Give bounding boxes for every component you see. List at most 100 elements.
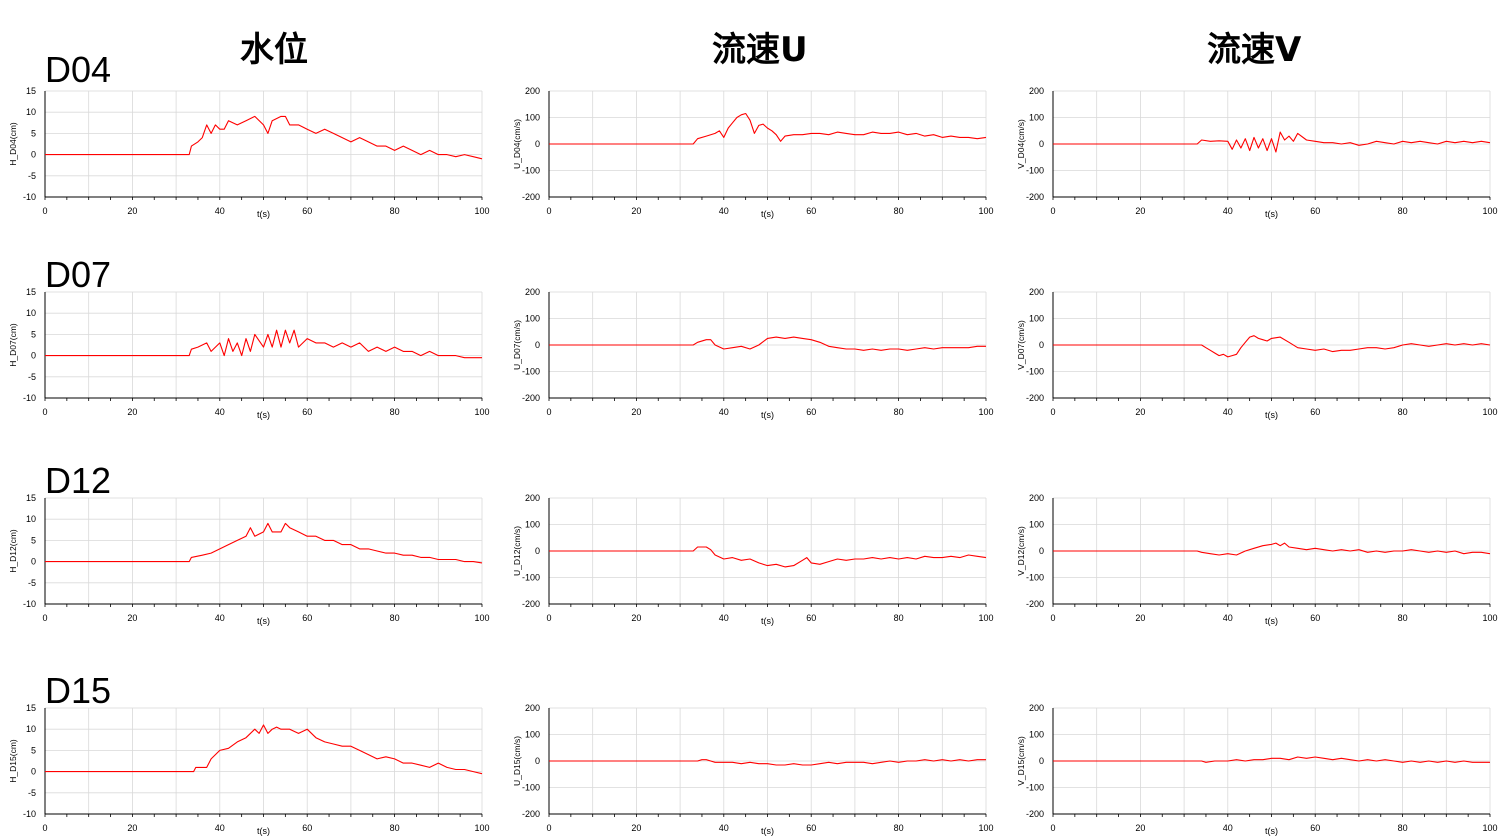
y-axis-label: V_D04(cm/s) [1016, 119, 1026, 169]
x-tick-label: 0 [42, 613, 47, 623]
y-tick-label: -100 [1026, 783, 1044, 793]
x-tick-label: 100 [1482, 407, 1497, 417]
y-tick-label: 100 [1029, 520, 1044, 530]
y-tick-label: -200 [1026, 809, 1044, 819]
x-tick-label: 40 [215, 206, 225, 216]
x-tick-label: 60 [1310, 407, 1320, 417]
x-tick-label: 80 [1398, 613, 1408, 623]
series-line [1053, 335, 1491, 358]
x-tick-label: 100 [474, 823, 489, 833]
series-line [45, 329, 482, 359]
y-tick-label: -10 [23, 809, 36, 819]
y-tick-label: 0 [31, 351, 36, 361]
y-tick-label: 0 [31, 150, 36, 160]
x-axis-label: t(s) [761, 209, 774, 219]
y-tick-label: 10 [26, 514, 36, 524]
x-axis-label: t(s) [761, 410, 774, 420]
x-tick-label: 20 [1135, 613, 1145, 623]
x-tick-label: 0 [1050, 206, 1055, 216]
x-tick-label: 80 [894, 206, 904, 216]
x-tick-label: 0 [42, 823, 47, 833]
y-tick-label: -10 [23, 599, 36, 609]
y-tick-label: 15 [26, 703, 36, 713]
y-tick-label: -200 [522, 809, 540, 819]
x-tick-label: 100 [978, 823, 993, 833]
y-tick-label: 15 [26, 287, 36, 297]
y-axis-label: H_D12(cm) [8, 529, 18, 573]
y-tick-label: 10 [26, 724, 36, 734]
y-tick-label: 100 [525, 314, 540, 324]
x-tick-label: 100 [978, 613, 993, 623]
x-tick-label: 100 [474, 206, 489, 216]
y-tick-label: -5 [28, 788, 36, 798]
y-tick-label: 0 [31, 557, 36, 567]
y-tick-label: 10 [26, 107, 36, 117]
x-axis-label: t(s) [257, 209, 270, 219]
series-line [549, 759, 986, 766]
chart-d15-h: -10 -5 0 5 10 15 0 20 40 60 80 100 t(s) H_D15(cm) [8, 703, 490, 836]
x-tick-label: 100 [474, 407, 489, 417]
x-tick-label: 20 [127, 613, 137, 623]
series-line [549, 112, 987, 145]
x-tick-label: 20 [127, 823, 137, 833]
y-tick-label: 5 [31, 329, 36, 339]
y-tick-label: 200 [1029, 703, 1044, 713]
y-tick-label: -100 [1026, 573, 1044, 583]
y-tick-label: -100 [522, 166, 540, 176]
y-tick-label: 5 [31, 535, 36, 545]
y-tick-label: -200 [1026, 393, 1044, 403]
x-tick-label: 80 [894, 823, 904, 833]
y-axis-label: V_D15(cm/s) [1016, 736, 1026, 786]
chart-d15-v: -200 -100 0 100 200 0 20 40 60 80 100 t(s) V_D15(cm/… [1016, 703, 1498, 836]
col-title-velocity-u: 流速U [712, 30, 808, 70]
x-tick-label: 100 [1482, 613, 1497, 623]
x-tick-label: 80 [1398, 407, 1408, 417]
x-tick-label: 60 [1310, 206, 1320, 216]
y-axis-label: U_D12(cm/s) [512, 526, 522, 576]
x-tick-label: 40 [1223, 613, 1233, 623]
x-tick-label: 40 [1223, 823, 1233, 833]
x-tick-label: 60 [302, 823, 312, 833]
y-tick-label: 0 [31, 767, 36, 777]
x-tick-label: 20 [1135, 823, 1145, 833]
series-line [1053, 542, 1491, 556]
chart-d04-u: -200 -100 0 100 200 0 20 40 60 80 100 t(s) U_D04(cm/… [512, 86, 994, 219]
x-tick-label: 40 [215, 407, 225, 417]
y-tick-label: 0 [1039, 546, 1044, 556]
x-tick-label: 100 [1482, 823, 1497, 833]
y-tick-label: -5 [28, 372, 36, 382]
x-tick-label: 60 [806, 613, 816, 623]
y-tick-label: 100 [525, 520, 540, 530]
y-tick-label: -200 [522, 393, 540, 403]
chart-d12-h: -10 -5 0 5 10 15 0 20 40 60 80 100 t(s) H_D12(cm) [8, 493, 490, 626]
x-tick-label: 80 [390, 613, 400, 623]
x-tick-label: 60 [302, 206, 312, 216]
x-tick-label: 0 [42, 206, 47, 216]
x-tick-label: 40 [1223, 206, 1233, 216]
x-axis-label: t(s) [257, 826, 270, 836]
chart-d15-u: -200 -100 0 100 200 0 20 40 60 80 100 t(s) U_D15(cm/… [512, 703, 994, 836]
x-tick-label: 40 [215, 613, 225, 623]
x-tick-label: 0 [546, 206, 551, 216]
y-tick-label: 0 [1039, 139, 1044, 149]
series-line [549, 336, 986, 351]
x-tick-label: 20 [631, 407, 641, 417]
x-tick-label: 80 [1398, 206, 1408, 216]
col-title-water-level: 水位 [240, 30, 308, 70]
row-label-d12: D12 [45, 460, 112, 501]
y-axis-label: U_D04(cm/s) [512, 119, 522, 169]
chart-d04-v: -200 -100 0 100 200 0 20 40 60 80 100 t(s) V_D04(cm/… [1016, 86, 1498, 219]
x-tick-label: 20 [1135, 206, 1145, 216]
x-tick-label: 0 [1050, 823, 1055, 833]
x-tick-label: 40 [719, 613, 729, 623]
y-tick-label: 200 [525, 287, 540, 297]
series-line [1053, 756, 1490, 763]
y-tick-label: 100 [1029, 113, 1044, 123]
x-tick-label: 0 [1050, 407, 1055, 417]
x-tick-label: 100 [474, 613, 489, 623]
y-tick-label: 100 [1029, 314, 1044, 324]
series-line [1053, 131, 1491, 153]
y-tick-label: -100 [1026, 166, 1044, 176]
x-tick-label: 40 [719, 206, 729, 216]
x-tick-label: 80 [390, 823, 400, 833]
